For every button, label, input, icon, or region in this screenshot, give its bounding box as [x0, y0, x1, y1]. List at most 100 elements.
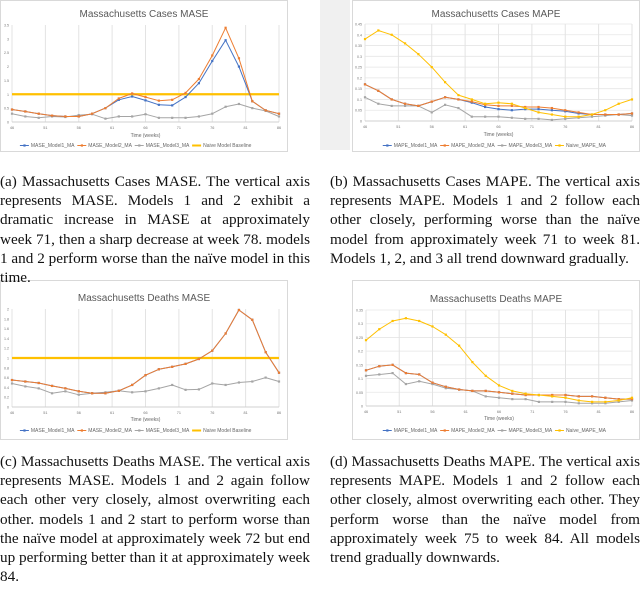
legend-label: MAPE_Model1_MA [394, 143, 438, 149]
series-mase-model3-ma-point [211, 112, 214, 115]
series-mase-model2-ma-point [50, 114, 54, 117]
y-tick-label: 0.5 [4, 107, 9, 111]
series-mase-model2-ma-point [171, 98, 174, 101]
chart-frame [0, 280, 288, 440]
y-tick-label: 0.3 [358, 322, 363, 326]
y-tick-label: 0.45 [355, 23, 362, 27]
series-mase-model2-ma-point [211, 54, 214, 57]
legend-marker [23, 429, 26, 432]
chart-cases-mape-svg: Massachusetts Cases MAPE 0 0.05 0.1 0.15 0.2 0… [352, 0, 640, 152]
series-mape-model2-ma-point [511, 392, 514, 395]
legend-marker [558, 144, 561, 147]
series-mape-model2-ma-point [564, 393, 567, 397]
series-mape-model2-ma-point [378, 365, 381, 368]
chart-deaths-mase-svg: Massachusetts Deaths MASE 0 0.2 0.4 0.6 0.8 1 1… [0, 280, 288, 440]
series-naive-mape-ma-point [524, 392, 527, 395]
series-mape-model3-ma-point [550, 118, 553, 122]
series-naive-mape-ma-point [537, 393, 540, 397]
y-tick-label: 0.2 [357, 76, 362, 80]
chart-frame [352, 280, 640, 440]
series-mase-model2-ma-point [104, 392, 107, 395]
series-mase-model3-ma-point [37, 387, 40, 390]
series-naive-mape-ma-point [471, 361, 474, 364]
series-naive-mape-ma-point [363, 37, 367, 41]
legend-marker [138, 144, 141, 147]
series-naive-mape-ma-point [497, 384, 501, 387]
legend-marker [23, 144, 26, 147]
series-mase-model3-ma-point [224, 105, 227, 108]
y-tick-label: 0.25 [356, 336, 363, 340]
y-tick-label: 1.5 [4, 79, 9, 83]
y-tick-label: 0.35 [356, 309, 363, 313]
y-tick-label: 1 [7, 93, 9, 97]
series-mape-model1-ma-point [510, 109, 513, 112]
series-naive-mape-ma-point [510, 102, 513, 105]
series-naive-mape-ma-point [444, 81, 447, 84]
series-mape-model3-ma-point [630, 114, 634, 117]
series-mape-model2-ma-point [537, 105, 540, 109]
x-tick-label: 76 [563, 410, 567, 414]
series-mase-model3-ma-point [104, 117, 107, 120]
series-mase-model2-ma-point [117, 97, 120, 100]
figure-gap [320, 0, 350, 150]
x-tick-label: 46 [364, 410, 368, 414]
series-mase-model2-ma-point [264, 351, 267, 354]
series-mape-model3-ma-point [630, 399, 634, 402]
series-mape-model3-ma-point [537, 117, 540, 120]
series-mase-model3-ma-point [264, 376, 267, 379]
series-mape-model2-ma-point [524, 393, 527, 397]
series-mape-model2-ma-point [591, 395, 594, 398]
y-tick-label: 0.2 [4, 396, 9, 400]
series-naive-mape-ma-point [604, 109, 607, 112]
series-mase-model1-ma-point [184, 95, 187, 99]
series-naive-mape-ma-point [458, 344, 461, 347]
x-tick-label: 66 [496, 125, 500, 129]
series-mase-model2-ma-point [104, 107, 107, 110]
legend-marker [80, 429, 83, 432]
series-naive-mape-ma-point [470, 98, 473, 101]
series-mape-model3-ma-point [524, 117, 527, 120]
series-mase-model1-ma-point [144, 99, 147, 102]
series-mase-model3-ma-point [37, 116, 40, 119]
series-mape-model3-ma-point [390, 104, 393, 108]
series-mase-model2-ma-point [211, 349, 214, 352]
legend-marker [386, 429, 389, 432]
series-mase-model2-ma-point [184, 362, 187, 365]
series-mape-model2-ma-point [417, 104, 420, 108]
series-mase-model2-ma-point [237, 308, 241, 312]
series-mape-model3-ma-point [444, 103, 447, 106]
series-mape-model3-ma-point [564, 400, 567, 403]
series-naive-mape-ma-point [431, 325, 434, 328]
legend-label: Naive_MAPE_MA [566, 428, 607, 434]
y-tick-label: 1.2 [4, 347, 9, 351]
y-tick-label: 0.4 [4, 386, 9, 390]
series-mase-model3-ma-point [211, 382, 214, 385]
series-mase-model3-ma-point [10, 382, 14, 385]
x-tick-label: 86 [277, 411, 281, 415]
series-mape-model2-ma-point [604, 396, 607, 399]
series-mase-model3-ma-point [10, 112, 14, 115]
series-mape-model2-ma-point [630, 112, 634, 115]
series-mase-model3-ma-point [224, 383, 227, 387]
x-tick-label: 51 [396, 125, 400, 129]
x-tick-label: 86 [277, 126, 281, 130]
series-naive-mape-ma-point [550, 113, 553, 116]
series-mase-model3-ma-point [24, 385, 27, 388]
series-mase-model2-ma-point [37, 381, 40, 385]
y-tick-label: 1.6 [4, 327, 9, 331]
caption-a: (a) Massachusetts Cases MASE. The vertic… [0, 173, 310, 287]
series-mase-model3-ma-point [184, 116, 187, 119]
chart-cases-mase: Massachusetts Cases MASE 0 0.5 1 1.5 2 2.5 3 3.5… [0, 0, 288, 152]
series-mase-model2-ma-point [197, 77, 200, 81]
series-mape-model2-ma-point [617, 113, 620, 116]
x-tick-label: 86 [630, 410, 634, 414]
caption-d: (d) Massachusetts Deaths MAPE. The verti… [330, 453, 640, 567]
series-mape-model2-ma-point [510, 104, 513, 108]
series-naive-mape-ma-point [417, 53, 420, 56]
series-mase-model2-ma-point [64, 387, 67, 390]
x-tick-label: 66 [143, 126, 147, 130]
y-tick-label: 0 [360, 120, 362, 124]
y-tick-label: 2.5 [4, 51, 9, 55]
y-tick-label: 3 [7, 37, 9, 41]
x-tick-label: 71 [177, 411, 181, 415]
